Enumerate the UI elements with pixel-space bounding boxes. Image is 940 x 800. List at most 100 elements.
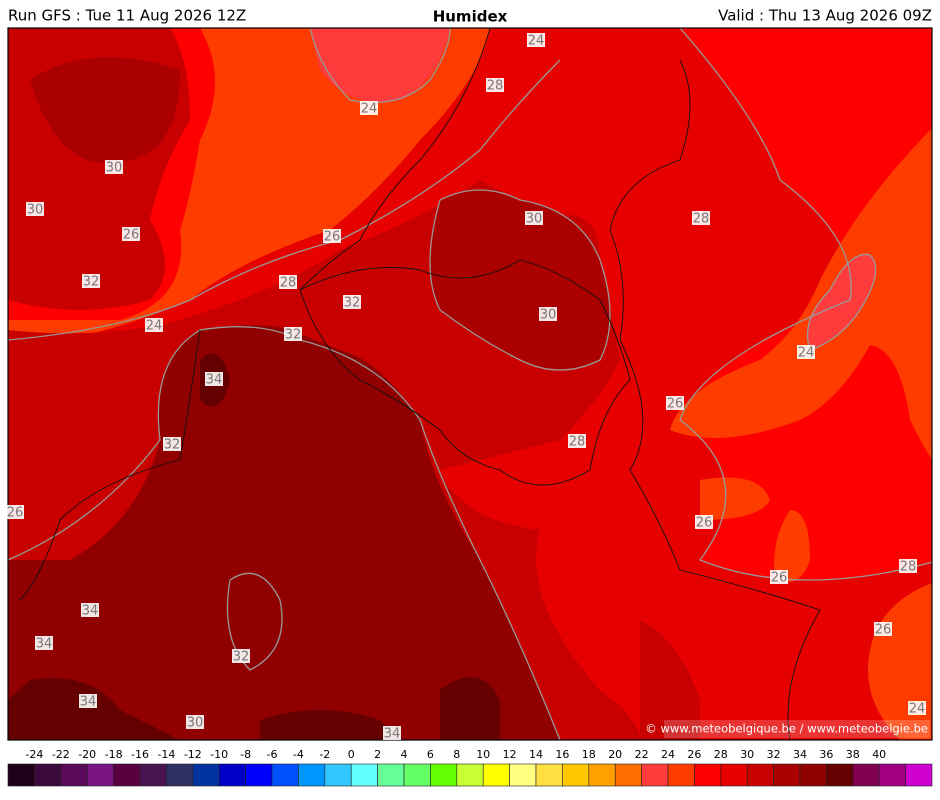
contour-label-box xyxy=(525,211,543,225)
legend-label: -8 xyxy=(240,748,251,761)
legend-label: 16 xyxy=(555,748,569,761)
contour-label: 30 xyxy=(540,308,557,323)
contour-label: 28 xyxy=(693,212,710,227)
legend-label: -10 xyxy=(210,748,228,761)
contour-label: 26 xyxy=(324,230,341,245)
legend-swatch xyxy=(667,763,695,787)
legend-swatch xyxy=(34,763,62,787)
contour-label-box xyxy=(343,295,361,309)
contour-label-box xyxy=(539,307,557,321)
contour-label: 30 xyxy=(187,716,204,731)
legend-swatch xyxy=(139,763,167,787)
contour-label-box xyxy=(692,211,710,225)
legend-swatch xyxy=(720,763,748,787)
legend-swatch xyxy=(535,763,563,787)
contour-label-box xyxy=(899,559,917,573)
contour-label: 26 xyxy=(667,397,684,412)
legend-swatch xyxy=(694,763,722,787)
contour-label: 26 xyxy=(771,571,788,586)
legend-swatch xyxy=(86,763,114,787)
contour-label-box xyxy=(323,229,341,243)
contour-label: 34 xyxy=(36,637,53,652)
legend-label: 0 xyxy=(348,748,355,761)
contour-label: 26 xyxy=(696,516,713,531)
contour-label-box xyxy=(770,570,788,584)
contour-label-box xyxy=(874,622,892,636)
legend-label: 6 xyxy=(427,748,434,761)
map-title: Humidex xyxy=(433,8,508,26)
contour-label-box xyxy=(908,701,926,715)
legend-swatch xyxy=(456,763,484,787)
contour-label: 24 xyxy=(146,319,163,334)
contour-label-box xyxy=(26,202,44,216)
legend-label: -2 xyxy=(319,748,330,761)
legend-swatch xyxy=(509,763,537,787)
legend-swatch xyxy=(878,763,906,787)
legend-swatch xyxy=(641,763,669,787)
contour-label-box xyxy=(797,345,815,359)
legend-label: -4 xyxy=(293,748,304,761)
contour-label: 32 xyxy=(83,275,100,290)
credit-box xyxy=(664,720,930,738)
contour-label-box xyxy=(205,372,223,386)
legend-label: -20 xyxy=(78,748,96,761)
contour-label-box xyxy=(232,649,250,663)
legend-swatch xyxy=(245,763,273,787)
contour-label: 28 xyxy=(569,435,586,450)
contour-label-box xyxy=(6,505,24,519)
contour-label: 24 xyxy=(361,102,378,117)
contour-label: 34 xyxy=(206,373,223,388)
legend-label: -6 xyxy=(267,748,278,761)
credit: © www.meteobelgique.be / www.meteobelgie… xyxy=(645,722,928,736)
contour-label: 28 xyxy=(487,79,504,94)
contour-label-box xyxy=(568,434,586,448)
contour-label-box xyxy=(666,396,684,410)
legend-label: 26 xyxy=(687,748,701,761)
legend-swatch xyxy=(614,763,642,787)
legend-swatch xyxy=(562,763,590,787)
contour-label: 34 xyxy=(384,727,401,742)
contour-label-box xyxy=(122,227,140,241)
contour-label-box xyxy=(695,515,713,529)
contour-label-box xyxy=(145,318,163,332)
contour-label-box xyxy=(360,101,378,115)
contour-label: 32 xyxy=(344,296,361,311)
contour-label-box xyxy=(279,275,297,289)
legend-label: 38 xyxy=(846,748,860,761)
legend-swatch xyxy=(7,763,35,787)
legend-label: 12 xyxy=(503,748,517,761)
legend-swatch xyxy=(799,763,827,787)
legend-swatch xyxy=(350,763,378,787)
legend-swatch xyxy=(482,763,510,787)
contour-label: 28 xyxy=(280,276,297,291)
contour-label: 30 xyxy=(526,212,543,227)
contour-label: 30 xyxy=(106,161,123,176)
legend-label: 2 xyxy=(374,748,381,761)
legend-swatch xyxy=(403,763,431,787)
legend-swatch xyxy=(298,763,326,787)
contour-label: 24 xyxy=(909,702,926,717)
legend-label: 4 xyxy=(401,748,408,761)
legend-swatch xyxy=(113,763,141,787)
contour-label: 24 xyxy=(528,34,545,49)
contour-label: 32 xyxy=(233,650,250,665)
legend-swatch xyxy=(588,763,616,787)
contour-label-box xyxy=(284,327,302,341)
contour-label-box xyxy=(383,726,401,740)
legend-label: -12 xyxy=(184,748,202,761)
legend-swatch xyxy=(773,763,801,787)
legend-label: 20 xyxy=(608,748,622,761)
contour-label: 26 xyxy=(123,228,140,243)
legend-label: 40 xyxy=(872,748,886,761)
contour-label-box xyxy=(79,694,97,708)
contour-label: 30 xyxy=(27,203,44,218)
legend-label: 8 xyxy=(453,748,460,761)
legend-label: 18 xyxy=(582,748,596,761)
legend-swatch xyxy=(852,763,880,787)
map-area xyxy=(8,28,932,740)
contour-label-box xyxy=(105,160,123,174)
legend-label: 14 xyxy=(529,748,543,761)
legend-swatch xyxy=(905,763,933,787)
